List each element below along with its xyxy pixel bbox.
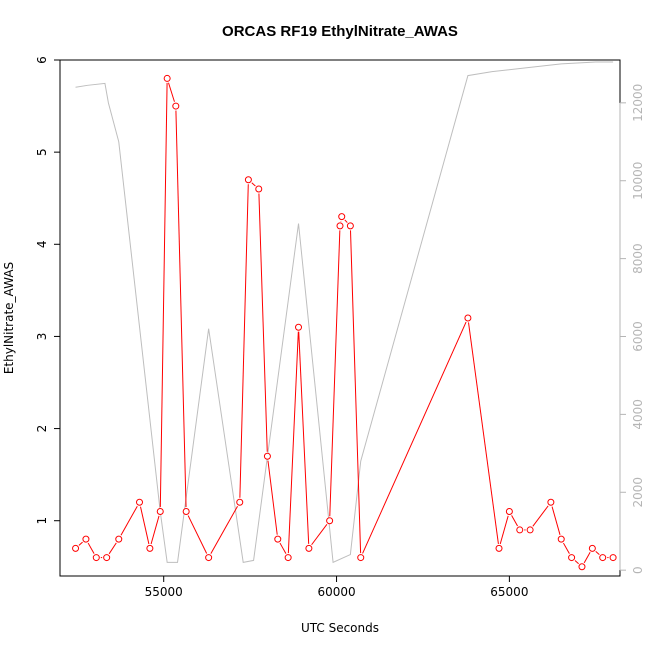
data-point bbox=[236, 498, 244, 506]
x-axis-label: UTC Seconds bbox=[301, 621, 379, 635]
data-point bbox=[82, 535, 90, 543]
series-segment bbox=[87, 542, 95, 554]
data-point bbox=[505, 508, 513, 515]
series-segment bbox=[258, 193, 268, 452]
data-point bbox=[146, 544, 154, 552]
y2-tick-label: 0 bbox=[631, 566, 645, 574]
y-tick-label: 5 bbox=[35, 148, 49, 156]
data-point bbox=[599, 554, 607, 562]
series-segment bbox=[583, 552, 591, 564]
series-segment bbox=[350, 230, 362, 554]
series-segment bbox=[251, 182, 256, 187]
data-point bbox=[336, 222, 344, 230]
x-tick-label: 60000 bbox=[317, 585, 355, 599]
series-segment bbox=[511, 515, 518, 527]
series-segment bbox=[108, 542, 117, 555]
y2-tick-label: 2000 bbox=[631, 477, 645, 508]
data-point bbox=[305, 544, 313, 552]
data-point bbox=[172, 102, 180, 110]
y2-tick-label: 4000 bbox=[631, 399, 645, 430]
series-segment bbox=[210, 505, 238, 554]
series-segment bbox=[311, 524, 328, 546]
y-axis: 1 2 3 4 5 6 bbox=[35, 56, 61, 525]
series-segment bbox=[344, 219, 348, 223]
data-point bbox=[568, 554, 576, 562]
data-point bbox=[295, 323, 303, 331]
series-segment bbox=[468, 322, 499, 544]
series-segment bbox=[187, 515, 208, 554]
chart-title: ORCAS RF19 EthylNitrate_AWAS bbox=[222, 23, 458, 40]
data-point bbox=[578, 563, 586, 571]
data-point bbox=[156, 508, 164, 515]
data-point bbox=[136, 498, 144, 506]
secondary-y-axis: 0 2000 4000 6000 8000 10000 12000 bbox=[619, 84, 645, 574]
series-secondary bbox=[75, 61, 614, 564]
data-point bbox=[274, 535, 282, 543]
data-point bbox=[557, 535, 565, 543]
data-point bbox=[284, 554, 292, 562]
series-segment bbox=[120, 505, 138, 536]
y2-tick-label: 12000 bbox=[631, 84, 645, 122]
data-point bbox=[346, 222, 354, 230]
data-point bbox=[103, 554, 111, 562]
data-point bbox=[495, 544, 503, 552]
series-segment bbox=[140, 506, 150, 545]
series-segment bbox=[279, 542, 287, 554]
series-segment bbox=[298, 331, 310, 544]
data-point bbox=[72, 544, 80, 552]
series-primary bbox=[72, 74, 617, 571]
series-segment bbox=[287, 331, 299, 554]
y-tick-label: 3 bbox=[35, 333, 49, 341]
data-point bbox=[263, 452, 271, 460]
data-point bbox=[115, 535, 123, 543]
series-segment bbox=[175, 110, 187, 508]
series-segment bbox=[532, 505, 549, 527]
data-point bbox=[326, 517, 334, 525]
data-point bbox=[357, 554, 365, 562]
data-point bbox=[244, 176, 252, 184]
x-tick-label: 55000 bbox=[145, 585, 183, 599]
series-segment bbox=[150, 515, 160, 545]
plot-frame bbox=[59, 59, 621, 577]
series-segment bbox=[168, 82, 175, 102]
y-tick-label: 1 bbox=[35, 517, 49, 525]
y-axis-label: EthylNitrate_AWAS bbox=[2, 262, 16, 374]
series-segment bbox=[267, 460, 278, 535]
series-segment bbox=[499, 515, 509, 545]
y2-tick-label: 10000 bbox=[631, 162, 645, 200]
series-segment bbox=[239, 184, 249, 498]
series-segment bbox=[329, 230, 341, 517]
data-point bbox=[338, 213, 346, 221]
data-point bbox=[182, 508, 190, 515]
data-point bbox=[255, 185, 263, 193]
series-segment bbox=[574, 560, 579, 565]
data-point bbox=[588, 544, 596, 552]
x-tick-label: 65000 bbox=[490, 585, 528, 599]
series-segment bbox=[362, 321, 467, 554]
data-point bbox=[163, 74, 171, 82]
series-segment bbox=[595, 550, 600, 555]
series-line bbox=[75, 61, 614, 564]
series-segment bbox=[563, 542, 570, 554]
data-point bbox=[464, 314, 472, 322]
y-tick-label: 6 bbox=[35, 56, 49, 64]
y-tick-label: 4 bbox=[35, 240, 49, 248]
data-point bbox=[526, 526, 534, 534]
series-segment bbox=[159, 82, 168, 508]
series-segment bbox=[78, 541, 83, 546]
x-axis: 55000 60000 65000 bbox=[145, 575, 528, 599]
y-tick-label: 2 bbox=[35, 425, 49, 433]
series-layer bbox=[72, 61, 617, 571]
series-segment bbox=[551, 506, 561, 535]
data-point bbox=[205, 554, 213, 562]
data-point bbox=[516, 526, 524, 534]
data-point bbox=[547, 498, 555, 506]
data-point bbox=[92, 554, 100, 562]
data-point bbox=[609, 554, 617, 562]
y2-tick-label: 8000 bbox=[631, 243, 645, 274]
y2-tick-label: 6000 bbox=[631, 321, 645, 352]
